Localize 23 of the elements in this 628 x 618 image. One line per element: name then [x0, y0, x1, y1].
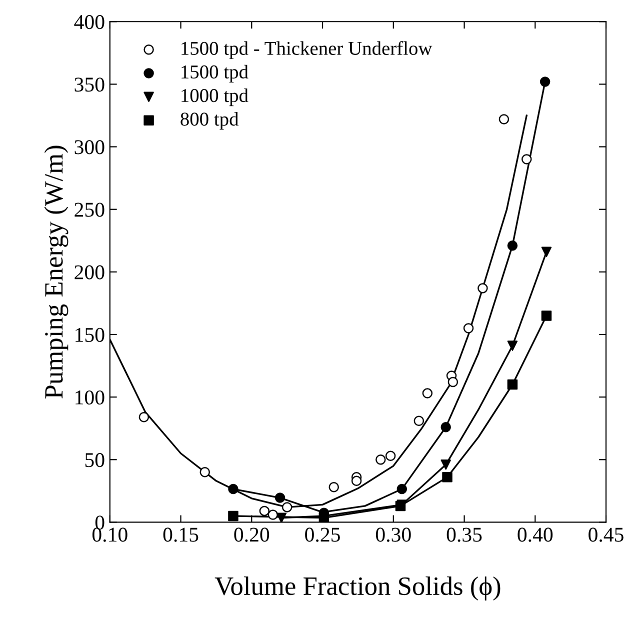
x-axis-title: Volume Fraction Solids (ϕ)	[214, 576, 500, 600]
x-tick-label: 0.10	[92, 528, 128, 542]
y-axis-title: Pumping Energy (W/m)	[44, 146, 68, 398]
y-tick-label: 0	[95, 516, 104, 530]
y-tick-label: 250	[74, 202, 104, 217]
y-tick-label: 350	[74, 78, 104, 92]
x-tick-label: 0.30	[376, 528, 411, 542]
y-tick-label: 400	[74, 15, 104, 30]
y-tick-label: 300	[74, 140, 104, 154]
x-tick-label: 0.15	[163, 528, 198, 542]
y-tick-label: 50	[85, 453, 104, 468]
legend-label: 1500 tpd - Thickener Underflow	[182, 41, 432, 59]
y-tick-label: 100	[76, 390, 104, 404]
x-tick-label: 0.45	[588, 528, 624, 542]
y-tick-label: 200	[74, 265, 104, 280]
y-tick-label: 150	[76, 328, 104, 342]
x-tick-label: 0.20	[234, 528, 270, 542]
x-tick-label: 0.40	[518, 528, 553, 542]
x-tick-label: 0.35	[446, 528, 482, 542]
legend-label: 1500 tpd	[182, 64, 248, 82]
legend-label: 1000 tpd	[182, 88, 248, 106]
x-tick-label: 0.25	[305, 528, 340, 542]
legend-label: 800 tpd	[180, 112, 239, 130]
